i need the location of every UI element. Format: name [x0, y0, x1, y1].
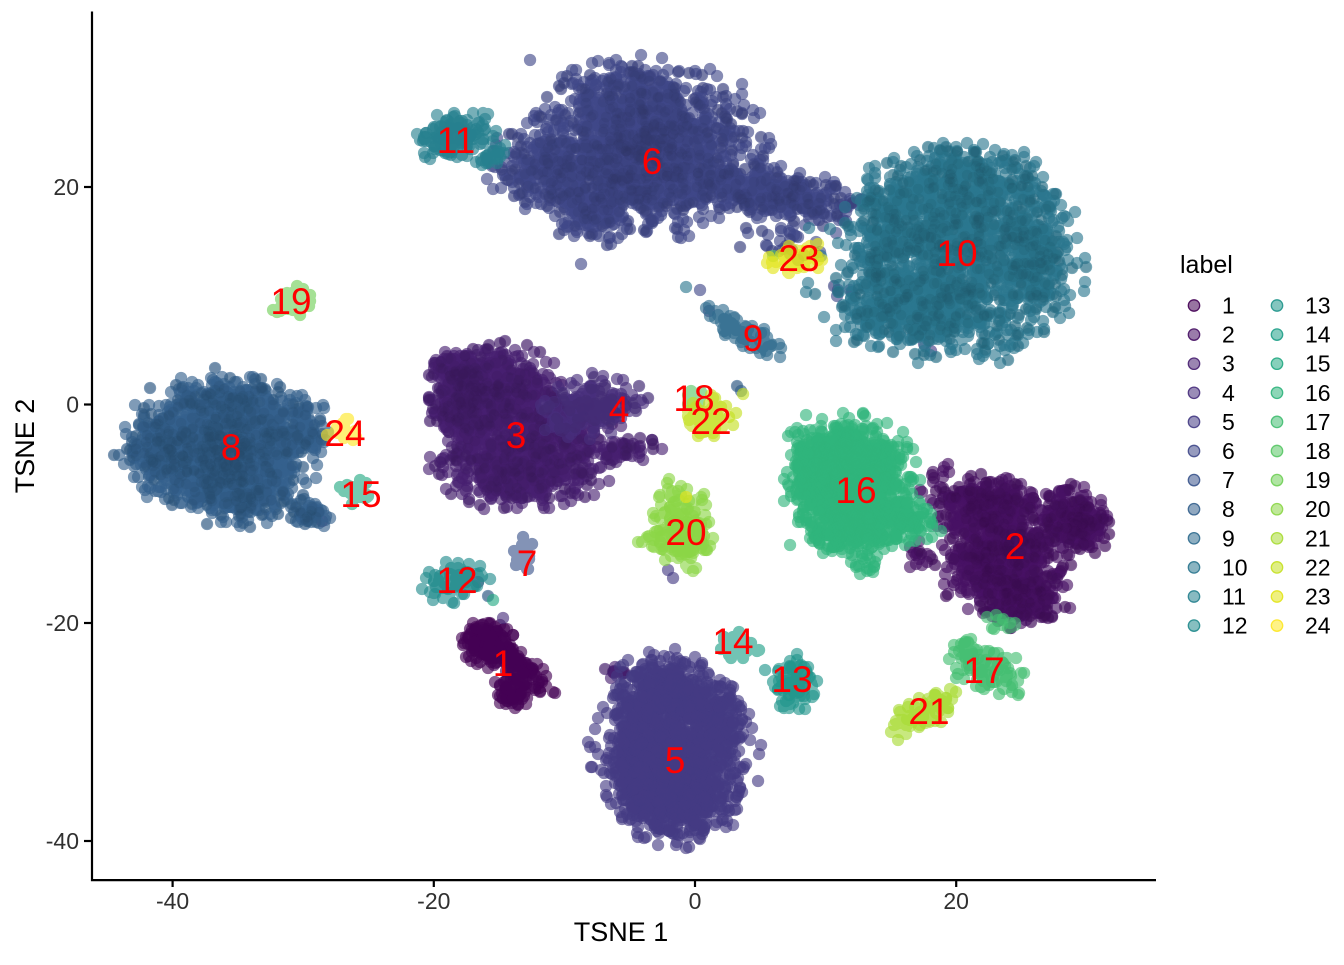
- svg-text:23: 23: [778, 238, 819, 279]
- svg-text:20: 20: [1305, 496, 1331, 522]
- svg-text:22: 22: [690, 401, 731, 442]
- svg-text:9: 9: [743, 318, 764, 359]
- svg-text:7: 7: [1222, 467, 1235, 493]
- svg-text:4: 4: [1222, 380, 1235, 406]
- svg-text:11: 11: [437, 120, 475, 161]
- svg-text:11: 11: [1222, 584, 1246, 610]
- svg-text:TSNE 1: TSNE 1: [574, 917, 669, 947]
- svg-text:13: 13: [771, 659, 812, 700]
- svg-text:-20: -20: [46, 610, 79, 636]
- svg-text:5: 5: [665, 740, 686, 781]
- svg-text:20: 20: [943, 888, 969, 914]
- svg-text:3: 3: [506, 415, 527, 456]
- svg-text:20: 20: [53, 174, 79, 200]
- svg-text:1: 1: [1222, 293, 1235, 319]
- svg-text:2: 2: [1222, 322, 1235, 348]
- svg-text:6: 6: [1222, 438, 1235, 464]
- svg-text:8: 8: [221, 427, 242, 468]
- svg-text:24: 24: [324, 413, 365, 454]
- svg-text:13: 13: [1305, 293, 1331, 319]
- svg-text:-40: -40: [156, 888, 189, 914]
- svg-text:12: 12: [436, 560, 477, 601]
- svg-text:5: 5: [1222, 409, 1235, 435]
- svg-text:19: 19: [270, 281, 311, 322]
- svg-text:3: 3: [1222, 351, 1235, 377]
- svg-text:1: 1: [493, 643, 514, 684]
- svg-text:TSNE 2: TSNE 2: [10, 399, 40, 494]
- svg-text:10: 10: [936, 233, 977, 274]
- svg-text:9: 9: [1222, 525, 1235, 551]
- svg-text:label: label: [1180, 251, 1233, 279]
- svg-text:-40: -40: [46, 828, 79, 854]
- svg-text:21: 21: [1305, 525, 1331, 551]
- svg-text:10: 10: [1222, 554, 1248, 580]
- svg-text:0: 0: [66, 392, 79, 418]
- svg-text:14: 14: [1305, 322, 1331, 348]
- svg-text:16: 16: [835, 470, 876, 511]
- svg-text:24: 24: [1305, 613, 1331, 639]
- svg-text:23: 23: [1305, 584, 1331, 610]
- svg-text:15: 15: [340, 474, 381, 515]
- svg-text:14: 14: [712, 621, 753, 662]
- svg-text:4: 4: [609, 389, 630, 430]
- svg-text:19: 19: [1305, 467, 1331, 493]
- svg-text:2: 2: [1005, 526, 1026, 567]
- svg-text:0: 0: [689, 888, 702, 914]
- svg-text:17: 17: [1305, 409, 1331, 435]
- svg-text:18: 18: [1305, 438, 1331, 464]
- svg-text:20: 20: [665, 512, 706, 553]
- svg-text:6: 6: [642, 141, 663, 182]
- svg-text:15: 15: [1305, 351, 1331, 377]
- svg-text:12: 12: [1222, 613, 1248, 639]
- svg-text:17: 17: [963, 650, 1004, 691]
- svg-text:22: 22: [1305, 554, 1331, 580]
- svg-text:21: 21: [908, 691, 949, 732]
- svg-text:18: 18: [673, 378, 714, 419]
- svg-text:-20: -20: [417, 888, 450, 914]
- svg-text:16: 16: [1305, 380, 1331, 406]
- svg-text:8: 8: [1222, 496, 1235, 522]
- svg-text:7: 7: [517, 543, 538, 584]
